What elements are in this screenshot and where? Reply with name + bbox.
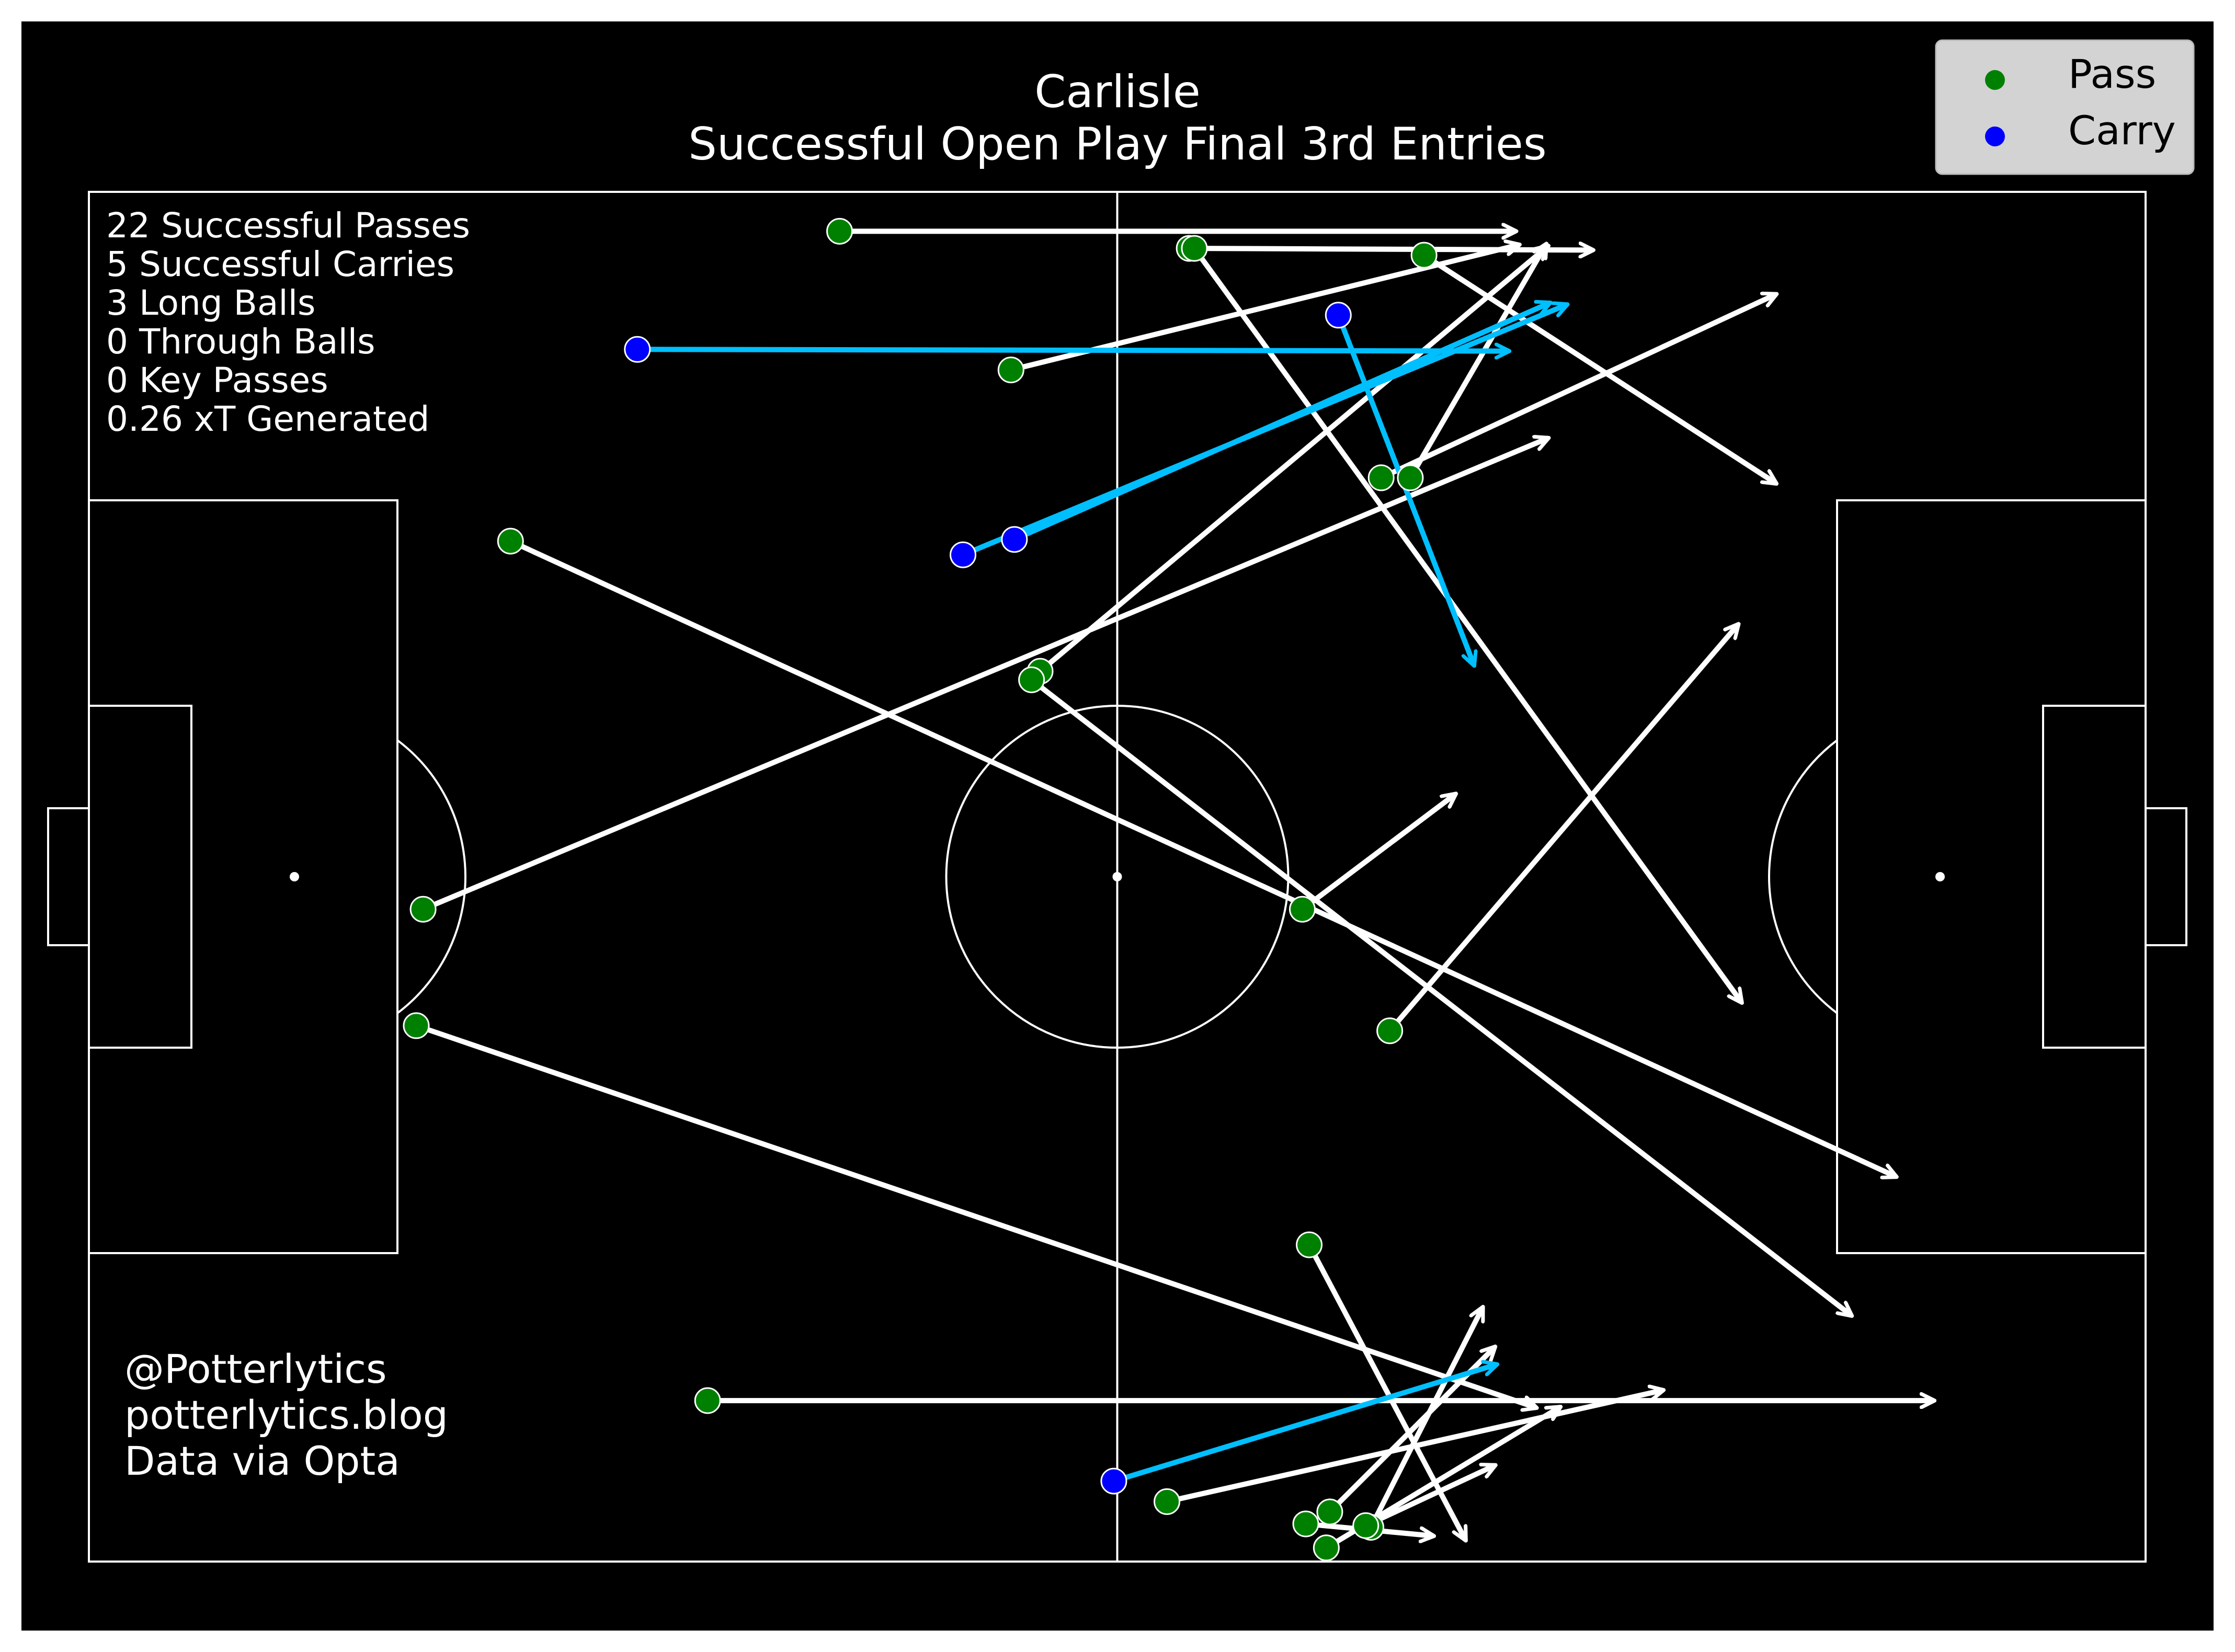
pass-start-point-14: [1182, 236, 1207, 261]
stat-passes: 22 Successful Passes: [106, 205, 470, 246]
pass-start-point-3: [1411, 243, 1436, 268]
pass-start-point-13: [1377, 1018, 1402, 1043]
chart-subtitle: Successful Open Play Final 3rd Entries: [688, 118, 1546, 170]
pass-start-point-5: [498, 529, 523, 554]
pass-start-point-18: [1317, 1499, 1342, 1524]
carry-start-point-1: [625, 337, 650, 362]
pass-start-point-16: [695, 1388, 720, 1413]
pass-start-point-15: [1297, 1232, 1322, 1257]
pass-start-point-22: [1353, 1513, 1378, 1538]
legend-pass-marker: [1985, 70, 2005, 90]
carry-start-point-4: [1326, 303, 1351, 328]
stat-carries: 5 Successful Carries: [106, 244, 454, 284]
legend-carry-label: Carry: [2068, 107, 2176, 154]
pass-start-point-20: [1314, 1535, 1339, 1561]
carry-arrow-1: [637, 349, 1508, 351]
carry-start-point-3: [1002, 527, 1027, 552]
left-penalty-spot: [290, 872, 299, 881]
stat-key-passes: 0 Key Passes: [106, 360, 328, 400]
credit-source: Data via Opta: [124, 1438, 400, 1484]
pass-start-point-7: [1369, 465, 1394, 490]
pass-start-point-1: [827, 219, 852, 244]
chart-title: Carlisle: [1034, 66, 1201, 118]
pass-start-point-17: [1155, 1489, 1180, 1514]
stat-xt: 0.26 xT Generated: [106, 399, 429, 439]
credit-handle: @Potterlytics: [124, 1346, 387, 1392]
pass-arrow-2: [1189, 248, 1592, 250]
carry-start-point-5: [1101, 1469, 1126, 1494]
credit-blog: potterlytics.blog: [124, 1392, 448, 1438]
pass-start-point-19: [1293, 1511, 1318, 1536]
legend: Pass Carry: [1936, 40, 2194, 174]
right-penalty-spot: [1935, 872, 1945, 881]
pass-start-point-9: [1019, 667, 1044, 692]
carry-start-point-2: [951, 542, 976, 567]
legend-pass-label: Pass: [2068, 51, 2156, 97]
legend-carry-marker: [1985, 127, 2005, 146]
pass-start-point-12: [404, 1013, 429, 1038]
pass-start-point-6: [1398, 465, 1423, 490]
centre-spot: [1113, 872, 1122, 881]
pass-start-point-10: [410, 897, 436, 922]
stat-through-balls: 0 Through Balls: [106, 322, 375, 362]
pass-start-point-4: [998, 358, 1023, 383]
stat-long-balls: 3 Long Balls: [106, 283, 315, 323]
pass-start-point-11: [1290, 897, 1315, 922]
